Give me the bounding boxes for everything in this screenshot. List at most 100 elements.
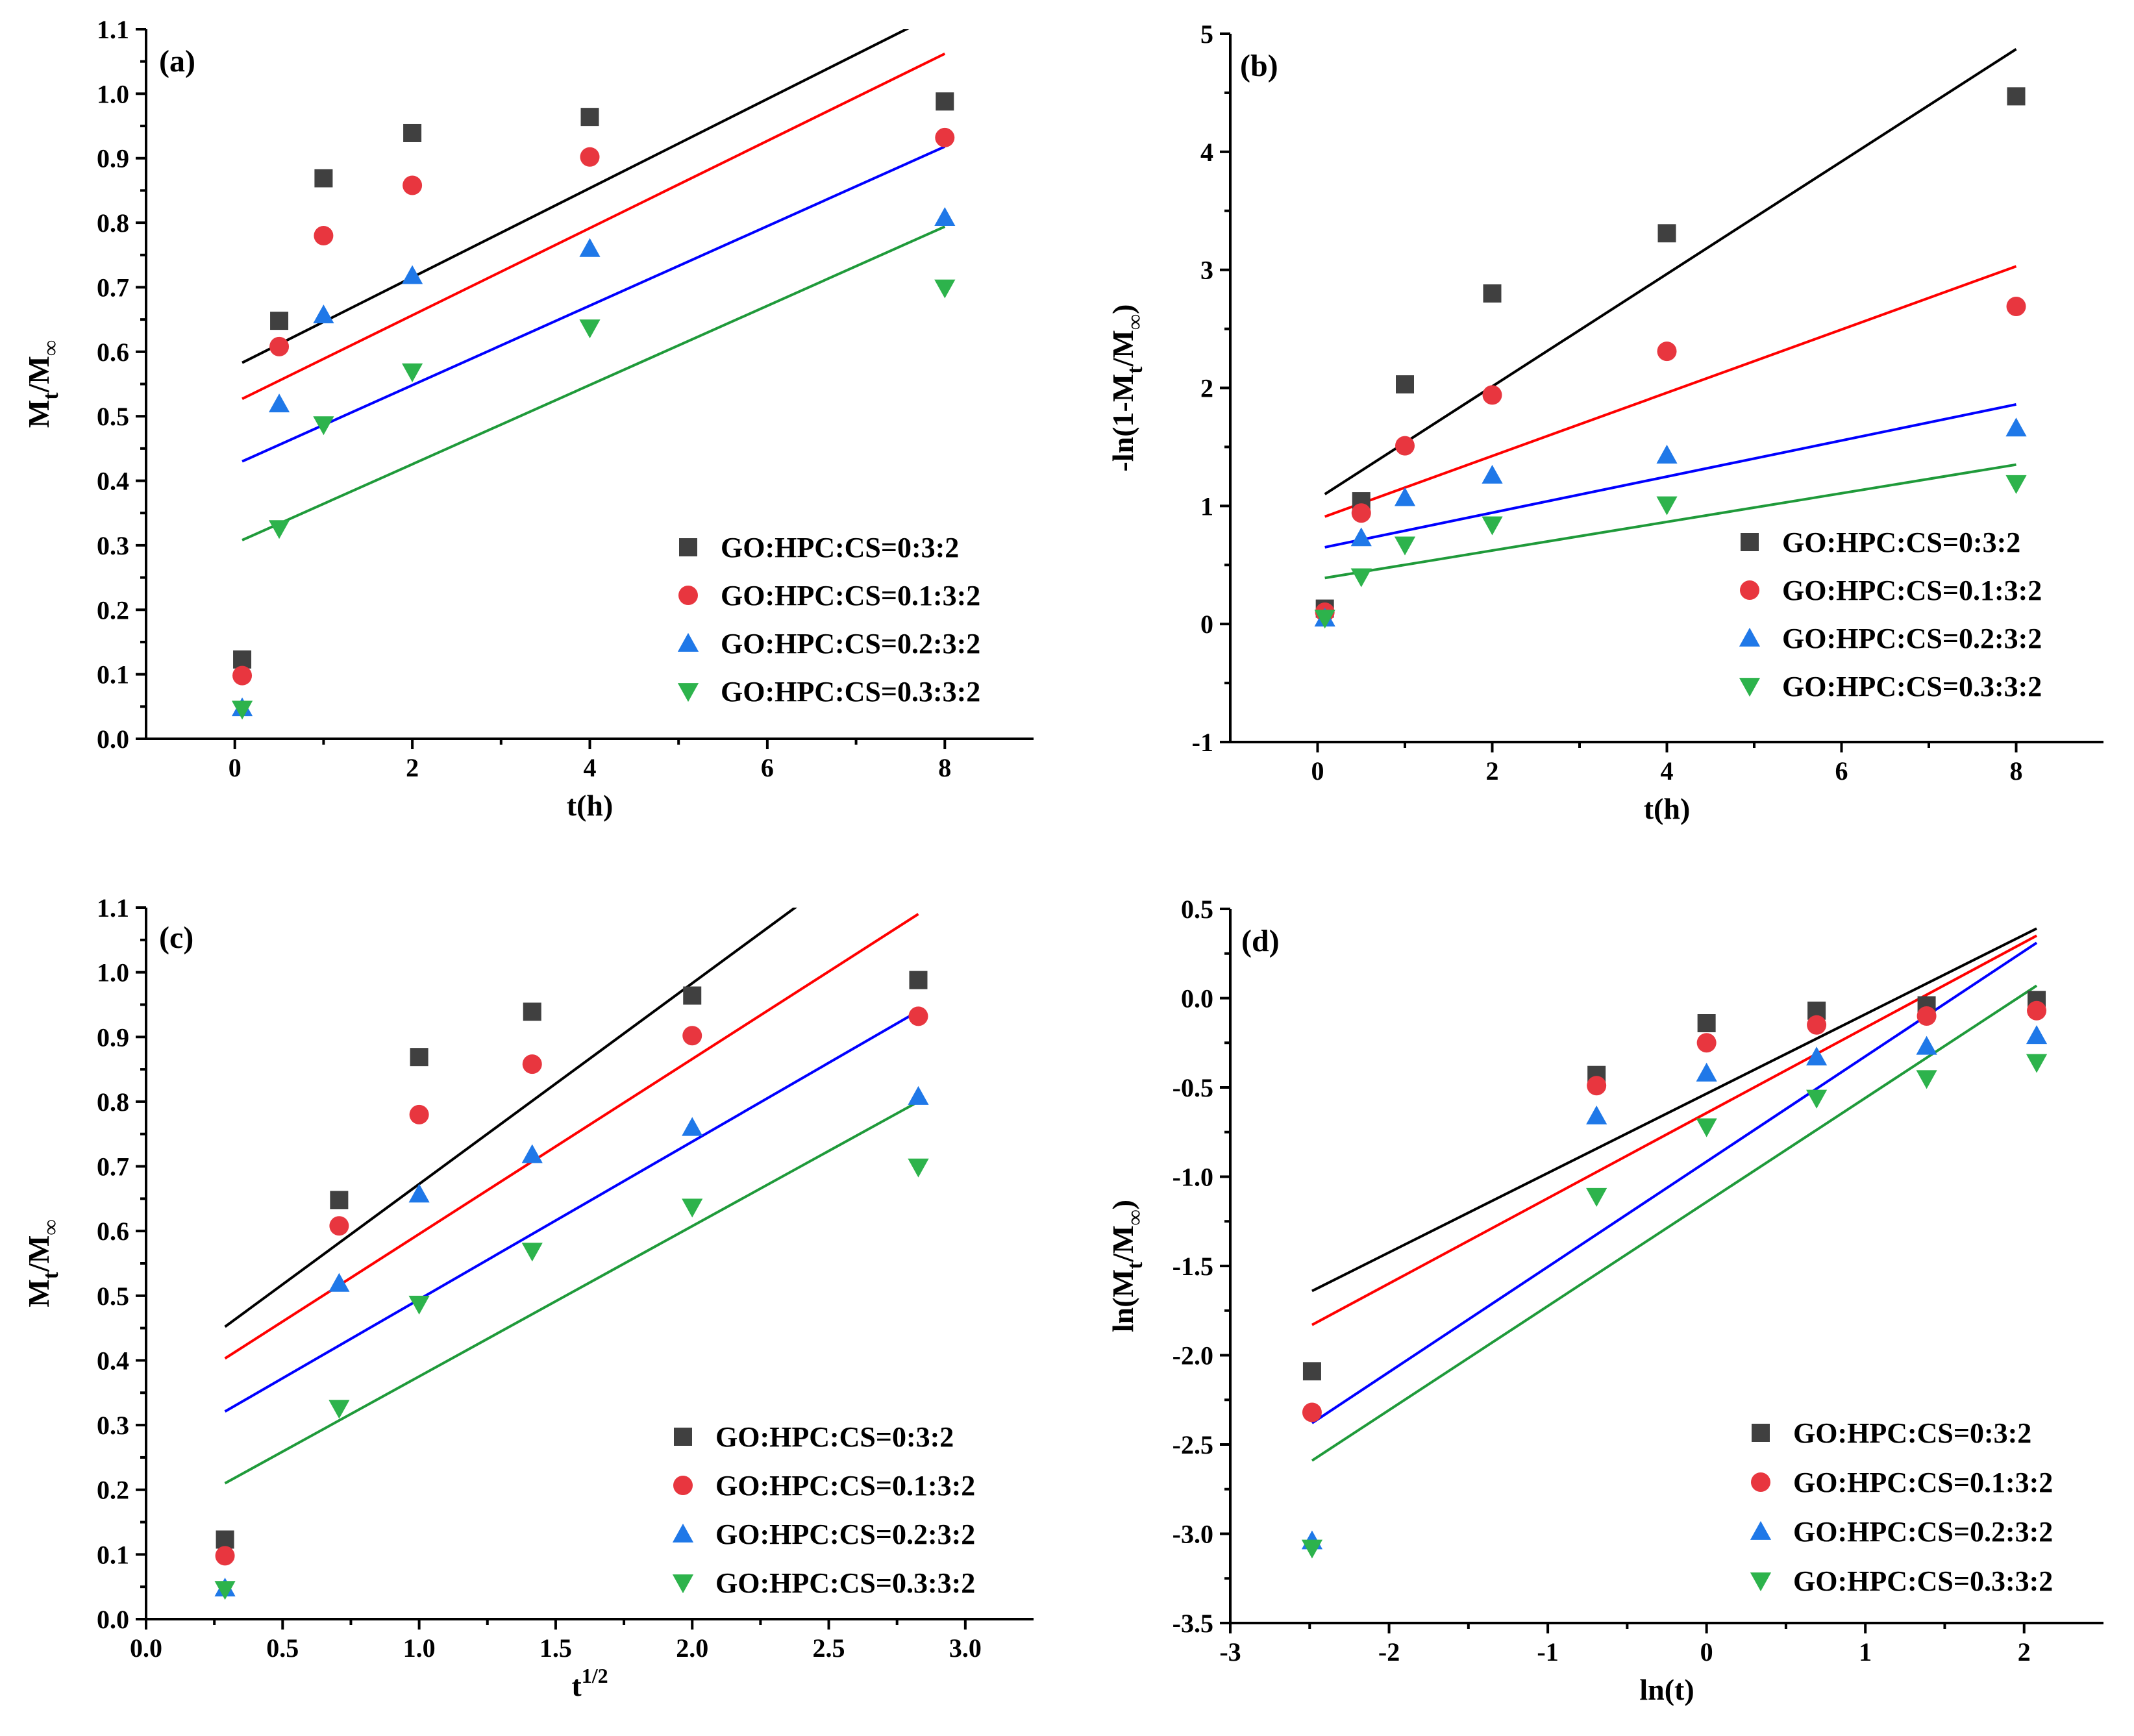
y-tick-label: 0.8 bbox=[97, 1087, 129, 1117]
data-point-s3 bbox=[329, 1272, 350, 1292]
data-point-s3 bbox=[1806, 1047, 1828, 1066]
data-point-s4 bbox=[908, 1158, 929, 1178]
data-point-s1 bbox=[683, 986, 702, 1005]
x-tick-label: 8 bbox=[938, 753, 951, 782]
data-point-s4 bbox=[402, 363, 423, 382]
legend-marker-4 bbox=[1739, 678, 1761, 697]
data-point-s2 bbox=[1917, 1006, 1937, 1026]
x-tick-label: 2 bbox=[406, 753, 419, 782]
y-tick-label: 4 bbox=[1200, 138, 1213, 167]
y-tick-label: 0.9 bbox=[97, 1023, 129, 1052]
x-axis-title: t(h) bbox=[567, 789, 614, 822]
data-point-s3 bbox=[934, 207, 956, 227]
x-axis-title: t(h) bbox=[1644, 792, 1691, 825]
fit-line-3 bbox=[1311, 941, 2038, 1424]
y-tick-label: -1.0 bbox=[1172, 1163, 1213, 1192]
legend-label-2: GO:HPC:CS=0.1:3:2 bbox=[1793, 1467, 2053, 1498]
data-point-s3 bbox=[313, 304, 334, 324]
legend: GO:HPC:CS=0:3:2 GO:HPC:CS=0.1:3:2 GO:HPC:C… bbox=[672, 1421, 975, 1599]
panel-label: (d) bbox=[1241, 924, 1280, 958]
legend: GO:HPC:CS=0:3:2 GO:HPC:CS=0.1:3:2 GO:HPC:C… bbox=[677, 532, 980, 708]
data-point-s4 bbox=[214, 1581, 236, 1600]
data-point-s1 bbox=[1657, 224, 1676, 243]
data-point-s4 bbox=[1696, 1118, 1717, 1137]
fit-line-4 bbox=[1311, 984, 2038, 1462]
y-tick-label: 0.2 bbox=[97, 1476, 129, 1505]
x-tick-label: -2 bbox=[1378, 1637, 1400, 1667]
data-point-s4 bbox=[1586, 1187, 1607, 1207]
data-point-s2 bbox=[215, 1546, 235, 1566]
data-point-s1 bbox=[1302, 1362, 1321, 1381]
y-tick-label: -1.5 bbox=[1172, 1252, 1213, 1281]
x-axis-title: t1/2 bbox=[571, 1664, 608, 1702]
y-axis-title: Mt/M∞ bbox=[22, 340, 63, 428]
data-point-s2 bbox=[403, 175, 423, 195]
fit-line-4 bbox=[224, 1100, 919, 1485]
y-tick-label: 1.1 bbox=[97, 15, 129, 44]
legend-marker-4 bbox=[672, 1574, 694, 1594]
data-point-s3 bbox=[1696, 1062, 1717, 1082]
panel-label: (b) bbox=[1240, 49, 1278, 83]
fit-line-1 bbox=[242, 29, 910, 364]
data-point-s2 bbox=[1302, 1402, 1322, 1422]
y-axis-title: Mt/M∞ bbox=[22, 1219, 63, 1307]
y-tick-label: 0.0 bbox=[1181, 984, 1213, 1013]
data-point-s4 bbox=[2026, 1054, 2048, 1073]
data-point-s4 bbox=[1806, 1089, 1828, 1109]
data-point-s2 bbox=[1587, 1076, 1607, 1096]
data-point-s2 bbox=[908, 1006, 928, 1026]
y-tick-label: 0.5 bbox=[97, 1282, 129, 1311]
data-point-s2 bbox=[232, 665, 253, 686]
data-point-s2 bbox=[269, 336, 290, 356]
fit-line-2 bbox=[1324, 265, 2017, 518]
data-point-s3 bbox=[1916, 1035, 1937, 1055]
x-tick-label: 0 bbox=[229, 753, 242, 782]
data-point-s2 bbox=[682, 1026, 702, 1046]
legend-label-1: GO:HPC:CS=0:3:2 bbox=[1793, 1417, 2031, 1449]
y-tick-label: -3.5 bbox=[1172, 1609, 1213, 1638]
data-point-s4 bbox=[231, 701, 253, 720]
y-tick-label: -1 bbox=[1192, 728, 1213, 757]
data-point-s2 bbox=[522, 1054, 542, 1074]
legend-marker-1 bbox=[1752, 1424, 1770, 1442]
x-tick-label: 4 bbox=[1661, 756, 1674, 786]
data-point-s4 bbox=[1301, 1539, 1323, 1559]
legend-label-1: GO:HPC:CS=0:3:2 bbox=[1782, 527, 2020, 558]
y-tick-label: 0.5 bbox=[1181, 895, 1213, 924]
data-point-s2 bbox=[2006, 297, 2026, 317]
data-point-s4 bbox=[329, 1400, 350, 1419]
fit-line-1 bbox=[1311, 927, 2037, 1293]
legend-label-3: GO:HPC:CS=0.2:3:2 bbox=[1793, 1516, 2053, 1548]
y-tick-label: 0.7 bbox=[97, 1152, 129, 1182]
data-point-s2 bbox=[1351, 503, 1371, 523]
data-point-s3 bbox=[2005, 417, 2027, 437]
y-tick-label: 0.8 bbox=[97, 208, 129, 238]
x-tick-label: 1.0 bbox=[403, 1633, 436, 1663]
x-tick-label: 1.5 bbox=[540, 1633, 572, 1663]
data-point-s4 bbox=[579, 319, 601, 339]
legend-label-4: GO:HPC:CS=0.3:3:2 bbox=[721, 676, 980, 708]
legend-label-2: GO:HPC:CS=0.1:3:2 bbox=[1782, 575, 2042, 606]
data-point-s3 bbox=[682, 1117, 703, 1136]
data-point-s4 bbox=[268, 520, 290, 539]
data-point-s2 bbox=[1696, 1033, 1717, 1053]
fit-line-1 bbox=[224, 908, 798, 1328]
data-point-s2 bbox=[409, 1104, 429, 1124]
data-point-s1 bbox=[233, 650, 252, 669]
data-point-s3 bbox=[2026, 1025, 2048, 1045]
legend-marker-1 bbox=[1741, 533, 1759, 551]
data-point-s2 bbox=[1807, 1015, 1827, 1035]
data-point-s3 bbox=[579, 238, 601, 257]
legend-label-4: GO:HPC:CS=0.3:3:2 bbox=[715, 1567, 975, 1599]
legend-marker-3 bbox=[1750, 1520, 1772, 1540]
y-tick-label: 1.0 bbox=[97, 958, 129, 987]
data-point-s4 bbox=[313, 416, 334, 436]
data-point-s3 bbox=[402, 265, 423, 284]
y-tick-label: 0.6 bbox=[97, 338, 129, 367]
data-point-s2 bbox=[1482, 385, 1502, 405]
data-point-s3 bbox=[1656, 445, 1678, 464]
data-point-s4 bbox=[521, 1243, 543, 1262]
legend-label-3: GO:HPC:CS=0.2:3:2 bbox=[721, 628, 980, 660]
x-tick-label: 2 bbox=[2018, 1637, 2031, 1667]
